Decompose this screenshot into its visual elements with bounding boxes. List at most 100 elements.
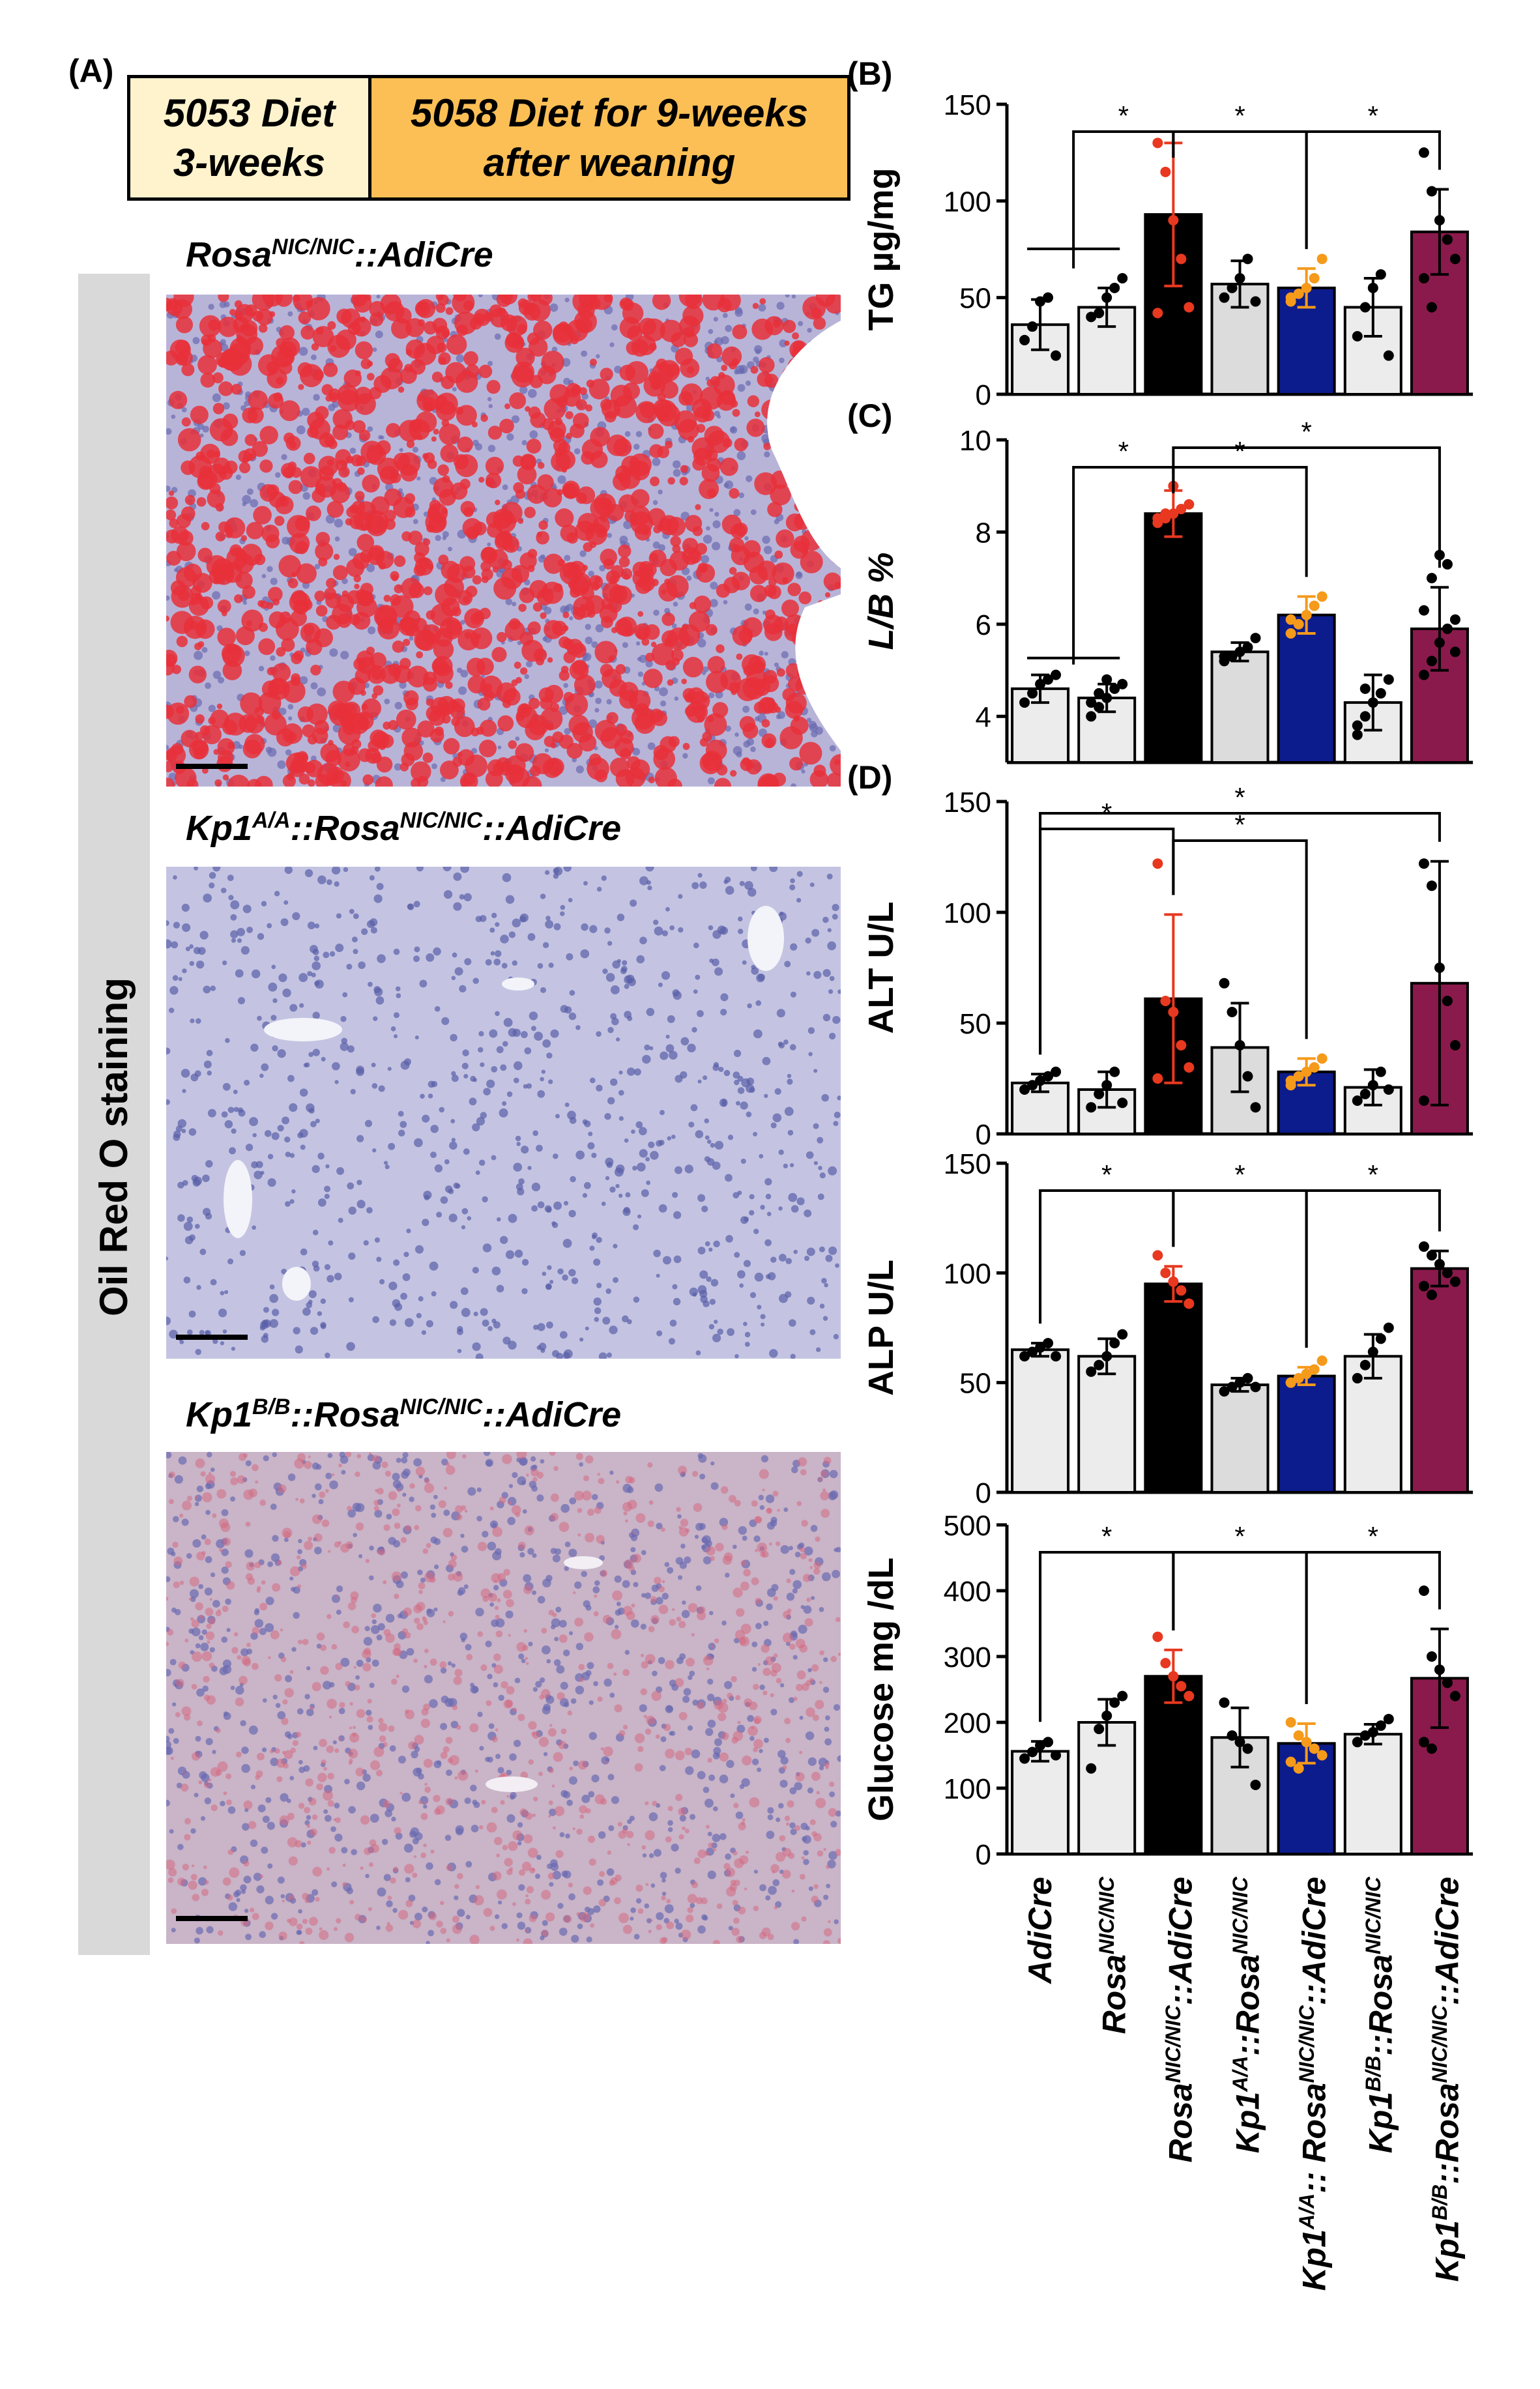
nucleus-texture: [827, 928, 832, 933]
lipid-droplet: [352, 553, 370, 570]
nucleus-texture: [506, 433, 514, 441]
nucleus-texture: [220, 1341, 225, 1346]
lipid-droplet: [508, 1634, 511, 1637]
lipid-droplet: [353, 1726, 356, 1730]
nucleus-texture: [611, 1796, 620, 1804]
nucleus-texture: [474, 443, 482, 451]
nucleus-texture: [278, 973, 287, 983]
lipid-droplet: [719, 295, 741, 311]
nucleus-texture: [594, 1580, 600, 1586]
lipid-droplet: [216, 1488, 227, 1499]
lipid-droplet: [355, 491, 365, 501]
lipid-droplet: [736, 1608, 745, 1617]
lipid-droplet: [618, 1730, 626, 1737]
nucleus-texture: [498, 1900, 502, 1905]
lipid-droplet: [740, 1560, 747, 1567]
lipid-droplet: [186, 1496, 193, 1501]
nucleus-texture: [658, 1204, 667, 1213]
nucleus-texture: [191, 1174, 199, 1182]
nucleus-texture: [605, 973, 615, 982]
lipid-droplet: [355, 1471, 360, 1477]
nucleus-texture: [519, 913, 529, 922]
nucleus-texture: [381, 1838, 388, 1846]
nucleus-texture: [465, 1643, 472, 1651]
lipid-droplet: [548, 1800, 553, 1805]
lipid-droplet: [381, 1461, 388, 1468]
nucleus-texture: [701, 1544, 706, 1550]
nucleus-texture: [225, 1037, 230, 1043]
nucleus-texture: [326, 879, 332, 886]
nucleus-texture: [622, 642, 628, 648]
nucleus-texture: [656, 1912, 664, 1920]
lipid-droplet: [785, 692, 807, 714]
nucleus-texture: [777, 1803, 784, 1809]
lipid-droplet: [450, 482, 468, 500]
lipid-droplet: [199, 1614, 204, 1619]
nucleus-texture: [791, 295, 796, 299]
lipid-droplet: [397, 1488, 401, 1492]
lipid-droplet: [225, 1561, 232, 1569]
nucleus-texture: [589, 1245, 595, 1251]
nucleus-texture: [188, 1310, 196, 1318]
lipid-droplet: [555, 508, 574, 528]
lipid-droplet: [623, 1511, 628, 1516]
nucleus-texture: [403, 1844, 413, 1853]
lipid-droplet: [527, 565, 535, 572]
nucleus-texture: [595, 624, 604, 633]
nucleus-texture: [707, 1870, 716, 1879]
lipid-droplet: [321, 1519, 330, 1528]
lipid-droplet: [625, 1475, 633, 1484]
lipid-droplet: [456, 1514, 463, 1520]
nucleus-texture: [573, 1760, 579, 1767]
lipid-droplet: [801, 1520, 808, 1527]
nucleus-texture: [813, 1069, 818, 1073]
nucleus-texture: [613, 1277, 619, 1283]
lipid-droplet: [384, 301, 405, 322]
nucleus-texture: [387, 1067, 392, 1071]
nucleus-texture: [768, 1886, 777, 1895]
lipid-droplet: [729, 361, 737, 369]
lipid-droplet: [420, 1812, 428, 1820]
nucleus-texture: [751, 967, 759, 975]
nucleus-texture: [591, 1494, 598, 1501]
nucleus-texture: [378, 1085, 385, 1092]
nucleus-texture: [465, 1915, 471, 1920]
nucleus-texture: [637, 1214, 642, 1219]
nucleus-texture: [169, 1329, 178, 1339]
lipid-droplet: [182, 1500, 192, 1511]
lipid-droplet: [218, 317, 239, 338]
nucleus-texture: [515, 1135, 521, 1142]
lipid-droplet: [416, 1623, 424, 1630]
lipid-droplet: [811, 1895, 819, 1904]
nucleus-texture: [710, 1279, 719, 1287]
nucleus-texture: [325, 1814, 332, 1822]
nucleus-texture: [729, 426, 738, 434]
nucleus-texture: [418, 1296, 424, 1302]
nucleus-texture: [741, 1778, 750, 1787]
nucleus-texture: [733, 746, 742, 755]
nucleus-texture: [329, 1480, 338, 1490]
nucleus-texture: [791, 1205, 799, 1213]
nucleus-texture: [328, 403, 336, 412]
nucleus-texture: [239, 1250, 246, 1256]
lipid-droplet: [248, 1821, 257, 1829]
nucleus-texture: [296, 425, 306, 435]
lipid-droplet: [809, 1566, 813, 1569]
lipid-droplet: [748, 1701, 758, 1711]
nucleus-texture: [346, 1342, 355, 1352]
nucleus-texture: [765, 1494, 775, 1503]
nucleus-texture: [218, 1309, 227, 1318]
vessel-lumen: [502, 977, 534, 991]
nucleus-texture: [761, 433, 770, 443]
lipid-droplet: [203, 1675, 210, 1683]
nucleus-texture: [441, 1695, 449, 1703]
nucleus-texture: [777, 1750, 786, 1758]
nucleus-texture: [516, 1912, 523, 1918]
nucleus-texture: [376, 1634, 383, 1641]
lipid-droplet: [446, 564, 467, 583]
nucleus-texture: [778, 1254, 787, 1262]
lipid-droplet: [503, 1569, 510, 1576]
nucleus-texture: [813, 1161, 818, 1165]
lipid-droplet: [166, 760, 174, 772]
nucleus-texture: [568, 1269, 576, 1277]
